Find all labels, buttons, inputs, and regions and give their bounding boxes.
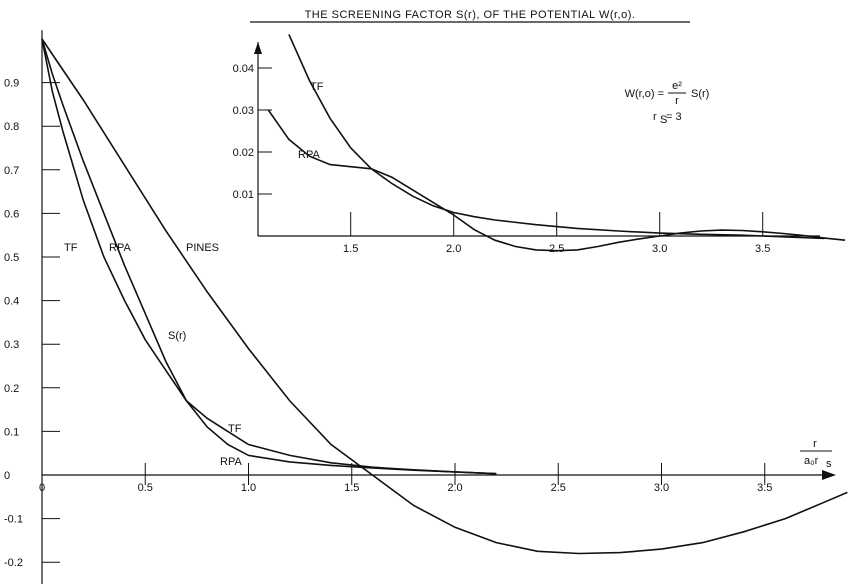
- inset-plot: 0.04 0.03 0.02 0.01 1.5 2.0 2.5 3.0 3.5 TF RPA W(r,…: [233, 34, 846, 255]
- x-tick-label: 2.5: [551, 482, 566, 494]
- inset-x-tick-label: 2.5: [549, 243, 564, 255]
- y-tick-label: 0.3: [4, 339, 19, 351]
- x-tick-label: 3.5: [757, 482, 772, 494]
- y-tick-label: 0.9: [4, 78, 19, 90]
- label-s-of-r: S(r): [168, 330, 186, 342]
- formula-rhs: S(r): [691, 88, 709, 100]
- inset-x-tick-label: 3.5: [755, 243, 770, 255]
- inset-y-tick-label: 0.03: [233, 105, 254, 117]
- inset-label-rpa: RPA: [298, 149, 320, 161]
- series-line-rpa: [41, 38, 497, 475]
- y-tick-label: 0.4: [4, 296, 19, 308]
- formula-denominator: r: [675, 95, 679, 107]
- x-tick-label: 2.0: [447, 482, 462, 494]
- x-axis-label-subscript: s: [826, 458, 832, 470]
- main-plot: 0 0.5 1.0 1.5 2.0 2.5 3.0 3.5 0.9 0.8 0.7 0.6 0.5 0.4…: [4, 30, 848, 584]
- x-tick-label: 0: [39, 482, 45, 494]
- y-tick-label: -0.2: [4, 557, 23, 569]
- label-rpa-tail: RPA: [220, 456, 242, 468]
- x-tick-label: 1.5: [344, 482, 359, 494]
- figure-title: THE SCREENING FACTOR S(r), OF THE POTENT…: [305, 9, 636, 21]
- series-line-tf: [41, 38, 497, 475]
- x-axis-label-denominator: a₀r: [804, 455, 819, 467]
- y-tick-label: 0.2: [4, 383, 19, 395]
- formula-rs-symbol: r: [653, 111, 657, 123]
- inset-x-tick-label: 3.0: [652, 243, 667, 255]
- formula-lhs: W(r,o) =: [625, 88, 664, 100]
- y-tick-label: -0.1: [4, 514, 23, 526]
- inset-y-axis-arrow: [254, 42, 262, 54]
- x-axis-arrow: [822, 470, 836, 480]
- y-tick-label: 0.8: [4, 121, 19, 133]
- inset-y-tick-label: 0.02: [233, 147, 254, 159]
- x-tick-label: 0.5: [138, 482, 153, 494]
- inset-x-tick-label: 2.0: [446, 243, 461, 255]
- label-tf-tail: TF: [228, 423, 242, 435]
- inset-label-tf: TF: [310, 81, 324, 93]
- y-tick-label: 0.6: [4, 208, 19, 220]
- formula-rs-subscript: S: [660, 114, 667, 126]
- x-tick-label: 1.0: [241, 482, 256, 494]
- y-tick-label: 0: [4, 470, 10, 482]
- y-tick-label: 0.7: [4, 165, 19, 177]
- label-tf: TF: [64, 242, 78, 254]
- inset-x-tick-label: 1.5: [343, 243, 358, 255]
- label-pines: PINES: [186, 242, 219, 254]
- series-line-pines: [41, 38, 848, 555]
- y-tick-label: 0.5: [4, 252, 19, 264]
- y-tick-label: 0.1: [4, 426, 19, 438]
- inset-y-tick-label: 0.04: [233, 63, 254, 75]
- x-axis-label-numerator: r: [813, 438, 817, 450]
- x-tick-label: 3.0: [654, 482, 669, 494]
- label-rpa: RPA: [109, 242, 131, 254]
- inset-y-tick-label: 0.01: [233, 189, 254, 201]
- inset-series-line-tf: [288, 34, 825, 240]
- inset-series-line-rpa: [267, 109, 846, 252]
- formula-numerator: e²: [672, 80, 682, 92]
- formula-rs-value: = 3: [666, 111, 682, 123]
